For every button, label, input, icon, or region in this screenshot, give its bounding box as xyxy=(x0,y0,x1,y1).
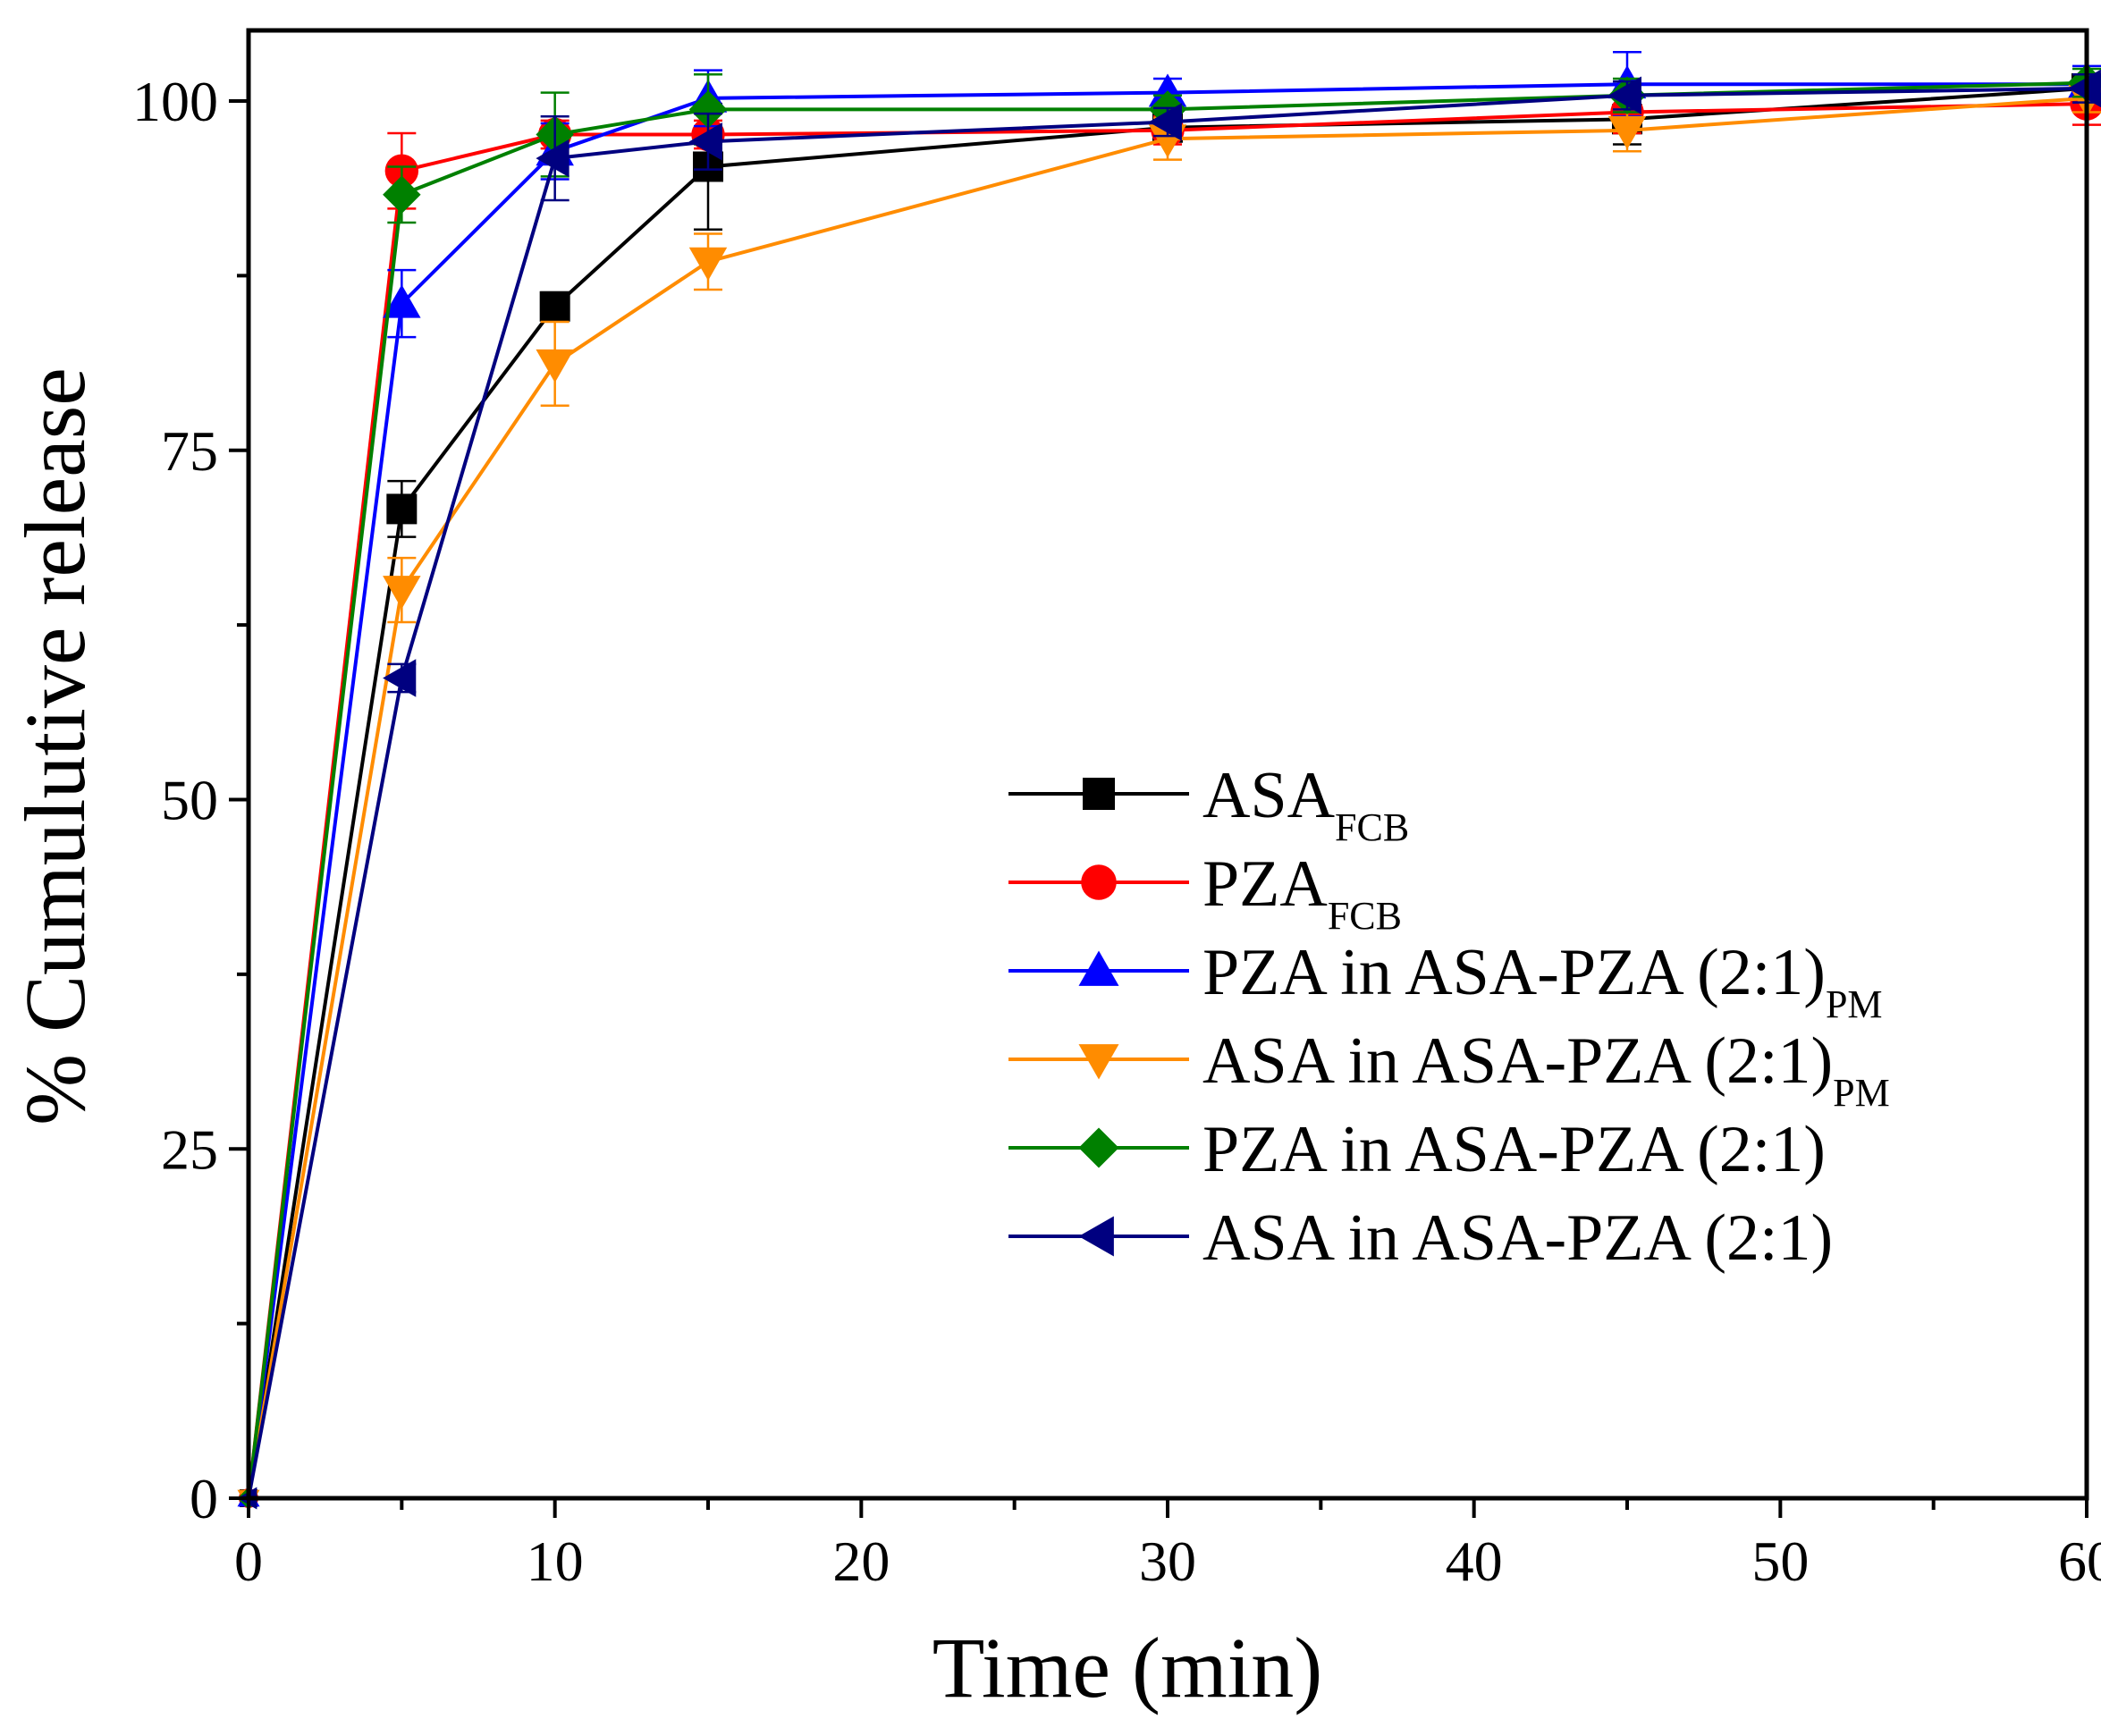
series-5-point xyxy=(688,90,728,129)
legend-item-4: ASA in ASA-PZA (2:1)PM xyxy=(1008,1024,1890,1115)
legend-marker xyxy=(1078,1216,1114,1257)
legend-item-6: ASA in ASA-PZA (2:1) xyxy=(1008,1201,1833,1275)
series-6-point xyxy=(2067,69,2101,108)
series-1-point xyxy=(539,291,570,322)
series-4-line xyxy=(247,96,2088,1499)
series-6 xyxy=(237,69,2101,1510)
x-tick-label: 50 xyxy=(1751,1530,1809,1593)
legend-item-2: PZAFCB xyxy=(1008,847,1402,938)
legend-item-3: PZA in ASA-PZA (2:1)PM xyxy=(1008,936,1883,1026)
legend-label: PZA in ASA-PZA (2:1) xyxy=(1202,1113,1826,1186)
series-6-point xyxy=(1148,103,1182,141)
series-6-point xyxy=(688,122,722,161)
series-6-point xyxy=(1607,76,1641,114)
series-6-point xyxy=(383,659,417,697)
series-5-point xyxy=(383,175,421,214)
series-2-line xyxy=(247,102,2088,1499)
series-1 xyxy=(240,72,2101,1507)
x-tick-label: 10 xyxy=(527,1530,584,1593)
x-tick-label: 40 xyxy=(1446,1530,1503,1593)
series-3 xyxy=(237,51,2101,1507)
legend-marker xyxy=(1083,778,1115,810)
legend-label: PZA in ASA-PZA (2:1)PM xyxy=(1202,936,1883,1026)
y-tick-label: 100 xyxy=(132,70,218,133)
y-tick-label: 0 xyxy=(190,1467,218,1530)
x-tick-label: 30 xyxy=(1139,1530,1196,1593)
y-tick-label: 75 xyxy=(161,419,218,483)
plot-frame xyxy=(246,28,2089,1501)
legend-item-5: PZA in ASA-PZA (2:1) xyxy=(1008,1113,1826,1186)
series-3-point xyxy=(1148,73,1187,107)
legend-marker xyxy=(1078,1127,1119,1168)
series-3-point xyxy=(383,284,421,318)
series-1-point xyxy=(386,493,418,525)
series-5-line xyxy=(247,80,2088,1499)
series-5 xyxy=(237,63,2101,1510)
x-tick-label: 20 xyxy=(832,1530,890,1593)
y-tick-label: 25 xyxy=(161,1117,218,1181)
legend-label: ASA in ASA-PZA (2:1)PM xyxy=(1202,1024,1890,1115)
series-4 xyxy=(237,82,2101,1510)
legend-marker xyxy=(1078,950,1119,986)
legend-item-1: ASAFCB xyxy=(1008,759,1409,849)
axes-layer: 0 10 20 30 40 50 60 0 25 50 75 100 Time (min) % Cumul… xyxy=(7,28,2101,1715)
x-axis-title: Time (min) xyxy=(932,1620,1323,1715)
legend-label: ASAFCB xyxy=(1202,759,1409,849)
y-tick-label: 50 xyxy=(161,769,218,832)
plot-layer xyxy=(237,51,2101,1510)
series-4-point xyxy=(536,349,574,383)
legend-marker xyxy=(1078,1044,1119,1080)
legend-marker xyxy=(1081,864,1117,900)
series-4-point xyxy=(1607,115,1647,150)
y-axis-title: % Cumulutive release xyxy=(7,367,103,1125)
legend-label: PZAFCB xyxy=(1202,847,1402,938)
series-6-point xyxy=(536,139,570,178)
series-4-point xyxy=(688,247,728,281)
series-4-point xyxy=(383,576,421,610)
legend-label: ASA in ASA-PZA (2:1) xyxy=(1202,1201,1833,1275)
series-3-line xyxy=(247,82,2087,1499)
x-tick-label: 60 xyxy=(2058,1530,2101,1593)
x-tick-label: 0 xyxy=(234,1530,263,1593)
